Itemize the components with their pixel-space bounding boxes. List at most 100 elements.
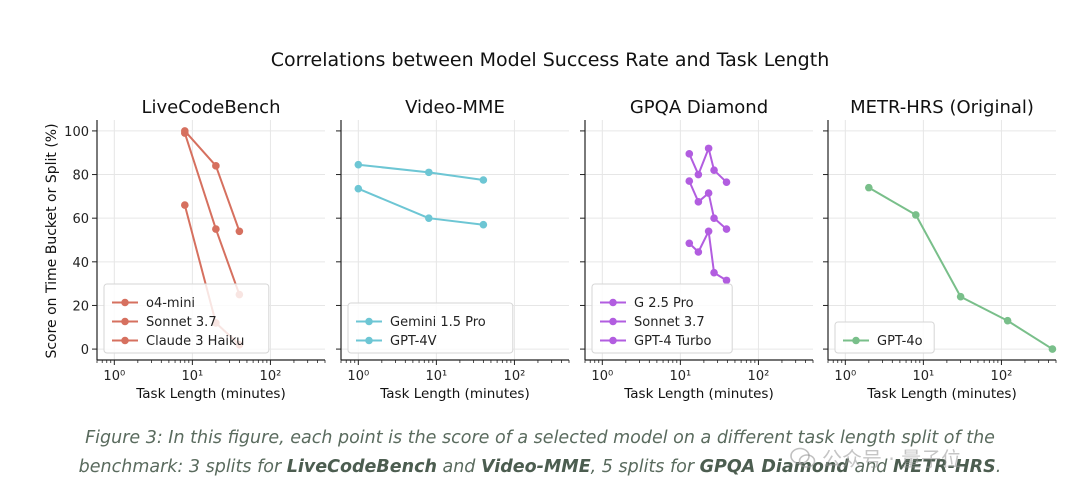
data-point (704, 227, 713, 236)
figure-caption: Figure 3: In this figure, each point is … (40, 424, 1040, 482)
legend: GPT-4o (834, 321, 935, 354)
data-point (479, 220, 488, 229)
data-point (685, 239, 694, 248)
data-point (704, 144, 713, 153)
data-point (722, 178, 731, 186)
legend-box (834, 321, 935, 354)
data-point (354, 184, 363, 193)
y-tick-label: 20 (72, 299, 89, 314)
series-line (688, 180, 728, 230)
x-tick-label: 10⁰ (103, 369, 125, 384)
legend-box (103, 283, 270, 354)
x-tick-label: 10⁰ (347, 369, 369, 384)
x-tick-label: 10⁰ (834, 369, 856, 384)
x-tick-label: 10² (991, 369, 1013, 384)
data-point (865, 183, 873, 192)
x-axis-label: Task Length (minutes) (379, 386, 529, 402)
figure-title: Correlations between Model Success Rate … (271, 49, 830, 71)
legend-swatch-marker (121, 298, 129, 307)
data-point (685, 150, 694, 158)
data-point (479, 176, 488, 184)
x-tick-label: 10¹ (181, 369, 203, 384)
x-tick-label: 10² (748, 369, 770, 384)
x-tick-label: 10¹ (425, 369, 447, 384)
data-point (425, 168, 433, 177)
legend-label: Gemini 1.5 Pro (390, 315, 486, 330)
legend-label: G 2.5 Pro (634, 296, 694, 311)
series-0 (865, 183, 1057, 353)
watermark: 公众号 · 量子位 (790, 443, 961, 472)
legend-swatch-marker (365, 336, 373, 345)
legend-swatch-marker (121, 336, 129, 345)
legend: G 2.5 Pro Sonnet 3.7 GPT-4 Turbo (591, 283, 733, 354)
data-point (704, 189, 713, 197)
series-0 (685, 144, 731, 186)
legend-label: Sonnet 3.7 (634, 315, 705, 330)
x-axis-label: Task Length (minutes) (866, 386, 1016, 402)
x-tick-label: 10¹ (912, 369, 934, 384)
x-axis-label: Task Length (minutes) (135, 386, 285, 402)
caption-bold-livecodebench: LiveCodeBench (286, 457, 437, 477)
data-point (1048, 345, 1057, 353)
series-line (183, 132, 241, 295)
legend-swatch-marker (852, 336, 860, 345)
caption-bold-gpqa: GPQA Diamond (699, 457, 849, 477)
data-point (235, 227, 244, 236)
series-2 (685, 227, 731, 285)
data-point (425, 214, 433, 222)
panel-3: 10⁰ 10¹ 10² METR-HRS (Original) Task Length … (823, 97, 1057, 402)
x-tick-label: 10⁰ (591, 369, 613, 384)
legend-swatch-marker (609, 317, 617, 326)
x-axis-label: Task Length (minutes) (623, 386, 773, 402)
data-point (912, 211, 920, 219)
series-line (688, 147, 728, 183)
legend-box (591, 283, 733, 354)
data-point (710, 268, 718, 277)
y-tick-label: 60 (72, 212, 89, 227)
panel-title: LiveCodeBench (142, 97, 281, 118)
series-0 (354, 160, 488, 184)
data-point (694, 198, 703, 206)
y-tick-label: 100 (64, 125, 89, 140)
data-point (181, 201, 189, 209)
panel-1: 10⁰ 10¹ 10² Video-MME Task Length (minutes) G… (336, 97, 570, 402)
legend-label: Claude 3 Haiku (146, 334, 244, 349)
caption-line-2: benchmark: 3 splits for LiveCodeBench an… (78, 457, 1002, 477)
legend-label: o4-mini (146, 296, 195, 311)
panel-title: Video-MME (405, 97, 505, 118)
data-point (181, 129, 189, 137)
caption-bold-videomme: Video-MME (480, 457, 591, 477)
caption-bold-metr: METR-HRS (892, 457, 996, 477)
series-line (357, 187, 484, 226)
panel-title: GPQA Diamond (630, 97, 768, 118)
series-1 (685, 177, 731, 233)
panel-0: 10⁰ 10¹ 10² 0 20 40 60 80 100 LiveCodeBench Task L… (64, 97, 326, 402)
data-point (722, 225, 731, 233)
y-tick-label: 80 (72, 169, 89, 184)
legend-swatch-marker (121, 317, 129, 326)
y-axis-label: Score on Time Bucket or Split (%) (44, 123, 60, 358)
data-point (212, 162, 220, 170)
data-point (722, 276, 731, 285)
data-point (212, 225, 220, 233)
wechat-icon (790, 447, 816, 468)
legend-swatch-marker (609, 336, 617, 345)
data-point (1003, 316, 1012, 325)
legend-label: Sonnet 3.7 (146, 315, 217, 330)
data-point (710, 214, 718, 222)
legend-label: GPT-4V (390, 334, 437, 349)
figure: Correlations between Model Success Rate … (44, 49, 1057, 402)
legend-label: GPT-4o (877, 334, 923, 349)
data-point (710, 166, 718, 174)
x-tick-label: 10² (504, 369, 526, 384)
series-1 (354, 184, 488, 229)
caption-line-1: Figure 3: In this figure, each point is … (85, 428, 995, 448)
legend-swatch-marker (365, 317, 373, 326)
data-point (956, 292, 965, 301)
series-line (358, 163, 484, 181)
legend-swatch-marker (609, 298, 617, 307)
watermark-text: 公众号 · 量子位 (822, 447, 962, 471)
panel-2: 10⁰ 10¹ 10² GPQA Diamond Task Length (minute… (580, 97, 814, 402)
data-point (694, 170, 703, 179)
legend-label: GPT-4 Turbo (634, 334, 712, 349)
